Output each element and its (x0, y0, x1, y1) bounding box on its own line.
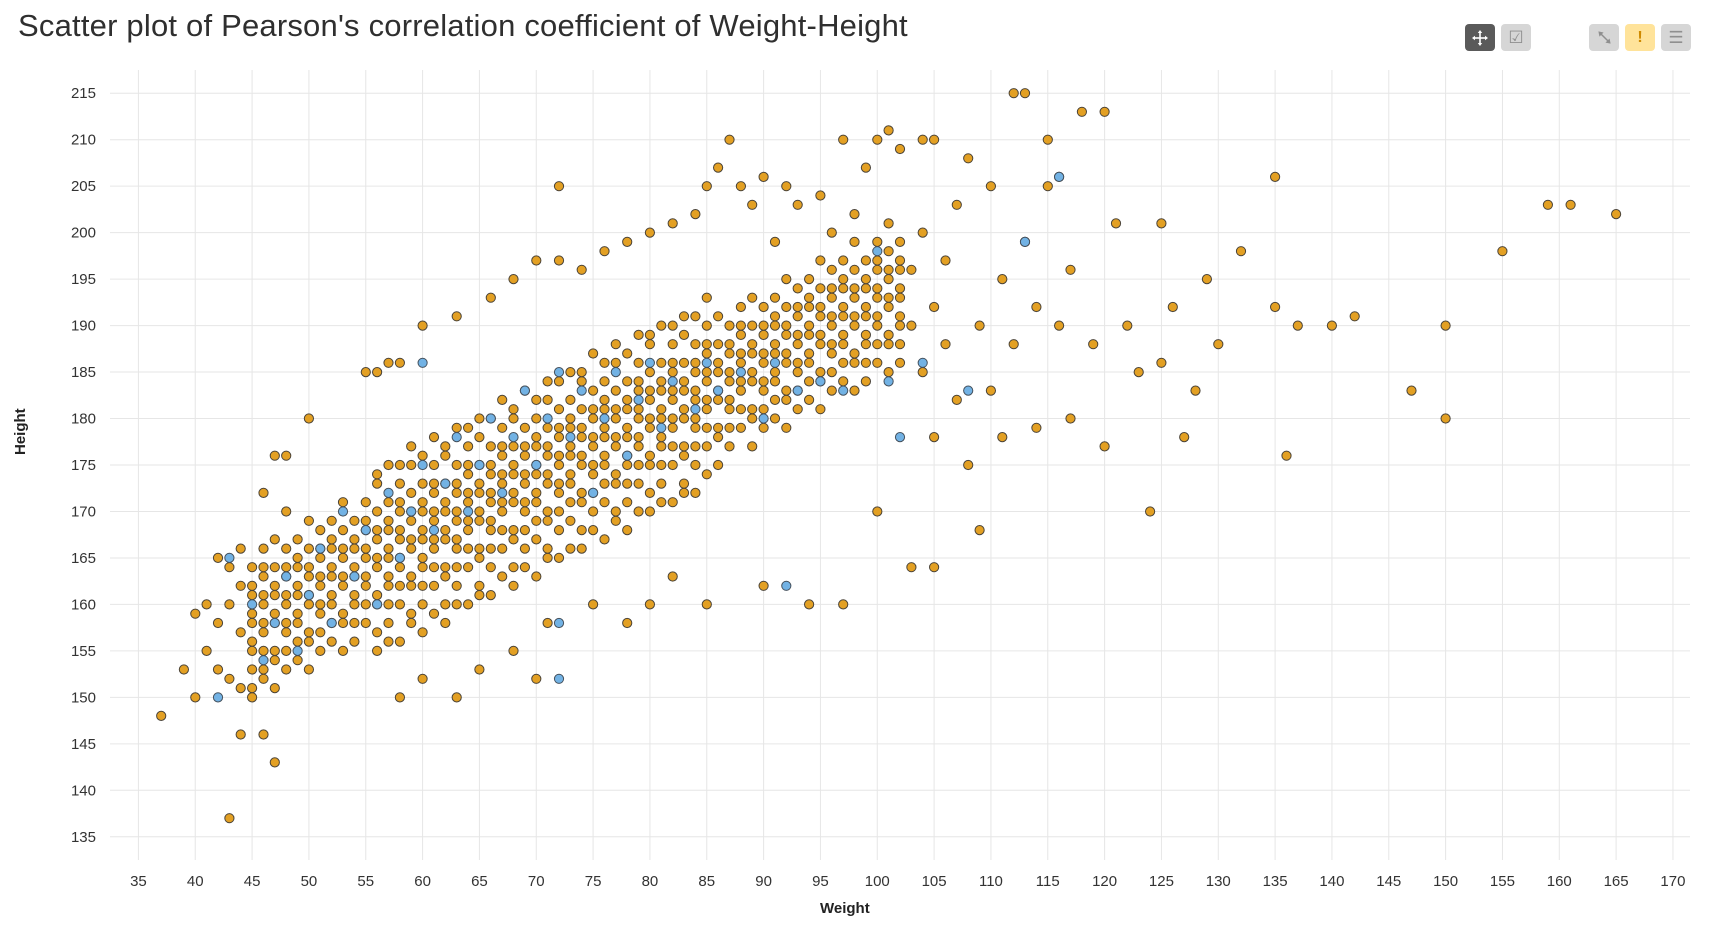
svg-text:50: 50 (301, 873, 318, 890)
move-arrows-icon (1472, 29, 1488, 46)
svg-text:135: 135 (1263, 873, 1288, 890)
svg-text:100: 100 (865, 873, 890, 890)
svg-text:70: 70 (528, 873, 545, 890)
svg-text:170: 170 (1660, 873, 1685, 890)
svg-text:160: 160 (1547, 873, 1572, 890)
svg-text:200: 200 (71, 225, 96, 242)
svg-text:160: 160 (71, 596, 96, 613)
svg-text:115: 115 (1036, 873, 1060, 890)
svg-text:145: 145 (71, 736, 96, 753)
expand-arrows-icon (1597, 30, 1612, 45)
svg-text:170: 170 (71, 503, 96, 520)
svg-text:165: 165 (71, 550, 96, 567)
svg-text:140: 140 (1319, 873, 1344, 890)
svg-text:95: 95 (812, 873, 829, 890)
chart-toolbar: ☑ ! ☰ (1459, 24, 1691, 51)
svg-text:55: 55 (357, 873, 374, 890)
svg-text:125: 125 (1149, 873, 1174, 890)
pan-button[interactable] (1465, 24, 1495, 51)
svg-text:40: 40 (187, 873, 204, 890)
svg-text:45: 45 (244, 873, 261, 890)
svg-text:155: 155 (1490, 873, 1515, 890)
menu-button[interactable]: ☰ (1661, 24, 1691, 51)
svg-text:85: 85 (698, 873, 715, 890)
svg-text:130: 130 (1206, 873, 1231, 890)
svg-text:105: 105 (922, 873, 947, 890)
svg-text:75: 75 (585, 873, 602, 890)
svg-text:135: 135 (71, 829, 96, 846)
svg-text:215: 215 (71, 85, 96, 102)
svg-text:145: 145 (1376, 873, 1401, 890)
expand-button[interactable] (1589, 24, 1619, 51)
svg-text:140: 140 (71, 782, 96, 799)
svg-text:210: 210 (71, 132, 96, 149)
svg-text:90: 90 (755, 873, 772, 890)
svg-text:165: 165 (1604, 873, 1629, 890)
svg-text:185: 185 (71, 364, 96, 381)
svg-text:180: 180 (71, 411, 96, 428)
svg-text:190: 190 (71, 318, 96, 335)
select-button[interactable]: ☑ (1501, 24, 1531, 51)
svg-text:60: 60 (414, 873, 431, 890)
svg-text:155: 155 (71, 643, 96, 660)
svg-text:175: 175 (71, 457, 96, 474)
svg-text:205: 205 (71, 178, 96, 195)
svg-text:150: 150 (1433, 873, 1458, 890)
svg-text:80: 80 (642, 873, 659, 890)
svg-text:195: 195 (71, 271, 96, 288)
svg-text:150: 150 (71, 689, 96, 706)
checkbox-icon: ☑ (1508, 27, 1524, 47)
warning-button[interactable]: ! (1625, 24, 1655, 51)
hamburger-icon: ☰ (1668, 27, 1684, 47)
y-axis-label: Height (12, 408, 29, 455)
warning-icon: ! (1637, 28, 1643, 46)
chart-title: Scatter plot of Pearson's correlation co… (18, 8, 908, 43)
svg-text:65: 65 (471, 873, 488, 890)
svg-text:35: 35 (130, 873, 147, 890)
svg-text:110: 110 (979, 873, 1003, 890)
x-axis-label: Weight (820, 900, 870, 917)
svg-text:120: 120 (1092, 873, 1117, 890)
